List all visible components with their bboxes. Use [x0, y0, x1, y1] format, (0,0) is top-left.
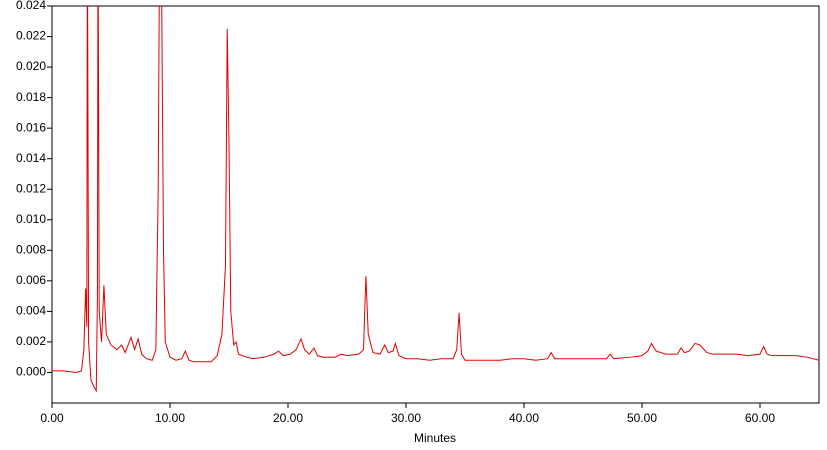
x-tick-label: 40.00 — [509, 411, 539, 425]
y-tick-label: 0.018 — [16, 90, 46, 104]
y-tick-label: 0.022 — [16, 29, 46, 43]
y-tick-label: 0.024 — [16, 0, 46, 12]
signal-line — [52, 6, 819, 393]
x-tick-label: 30.00 — [391, 411, 421, 425]
y-tick-label: 0.006 — [16, 273, 46, 287]
x-tick-label: 20.00 — [273, 411, 303, 425]
y-tick-label: 0.008 — [16, 242, 46, 256]
y-tick-label: 0.002 — [16, 334, 46, 348]
y-tick-label: 0.016 — [16, 120, 46, 134]
y-tick-label: 0.000 — [16, 365, 46, 379]
x-tick-label: 10.00 — [155, 411, 185, 425]
y-tick-label: 0.004 — [16, 304, 46, 318]
x-tick-label: 0.00 — [40, 411, 64, 425]
y-tick-label: 0.012 — [16, 181, 46, 195]
x-tick-label: 50.00 — [627, 411, 657, 425]
plot-frame — [51, 5, 820, 404]
x-axis-label: Minutes — [414, 431, 456, 445]
x-tick-label: 60.00 — [745, 411, 775, 425]
y-tick-label: 0.020 — [16, 59, 46, 73]
y-tick-label: 0.014 — [16, 151, 46, 165]
y-tick-label: 0.010 — [16, 212, 46, 226]
